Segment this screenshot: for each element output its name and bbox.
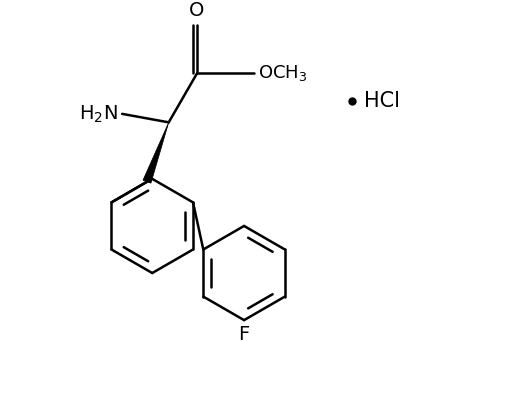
Text: OCH$_3$: OCH$_3$ <box>258 63 308 83</box>
Text: F: F <box>238 325 250 344</box>
Text: O: O <box>189 1 205 20</box>
Text: HCl: HCl <box>364 91 400 111</box>
Polygon shape <box>143 122 169 183</box>
Text: H$_2$N: H$_2$N <box>79 103 118 125</box>
